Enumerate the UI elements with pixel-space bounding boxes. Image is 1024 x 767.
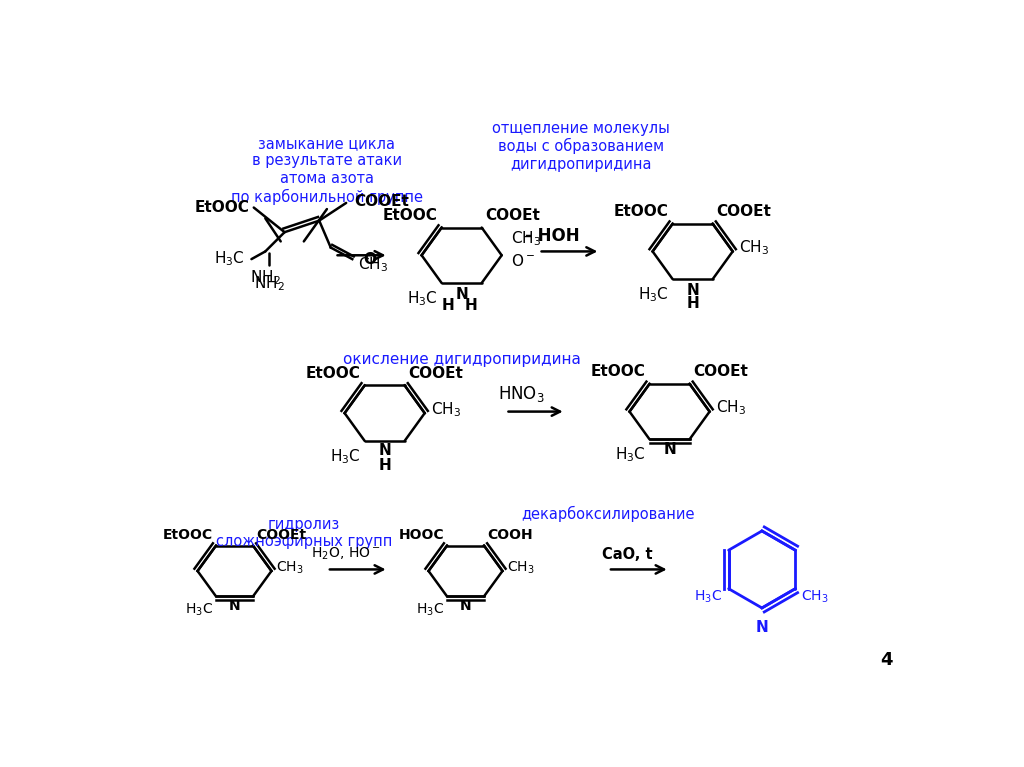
Text: N: N — [664, 442, 676, 456]
Text: 4: 4 — [881, 650, 893, 669]
Text: $\mathsf{H_3C}$: $\mathsf{H_3C}$ — [615, 446, 646, 464]
Text: $\mathsf{CH_3}$: $\mathsf{CH_3}$ — [507, 560, 535, 576]
Text: $\mathsf{CH_3}$: $\mathsf{CH_3}$ — [802, 588, 829, 604]
Text: $\mathsf{H_3C}$: $\mathsf{H_3C}$ — [416, 602, 444, 618]
Text: $\mathsf{H_3C}$: $\mathsf{H_3C}$ — [185, 602, 213, 618]
Text: $\mathsf{NH_2}$: $\mathsf{NH_2}$ — [250, 268, 281, 287]
Text: EtOOC: EtOOC — [306, 366, 360, 380]
Text: $\mathsf{H_3C}$: $\mathsf{H_3C}$ — [638, 285, 669, 304]
Text: окисление дигидропиридина: окисление дигидропиридина — [343, 352, 581, 367]
Text: N: N — [378, 443, 391, 458]
Text: $\mathsf{CH_3}$: $\mathsf{CH_3}$ — [357, 255, 388, 274]
Text: N: N — [228, 599, 241, 613]
Text: N: N — [686, 283, 699, 298]
Text: COOEt: COOEt — [717, 204, 771, 219]
Text: COOEt: COOEt — [485, 208, 541, 222]
Text: отщепление молекулы
воды с образованием
дигидропиридина: отщепление молекулы воды с образованием … — [493, 120, 670, 172]
Text: $\mathsf{NH_2}$: $\mathsf{NH_2}$ — [254, 275, 285, 293]
Text: EtOOC: EtOOC — [383, 208, 438, 222]
Text: - HOH: - HOH — [525, 227, 580, 245]
Text: H: H — [441, 298, 455, 314]
Text: $\mathsf{H_3C}$: $\mathsf{H_3C}$ — [330, 447, 360, 466]
Text: $\mathsf{CH_3}$: $\mathsf{CH_3}$ — [431, 400, 461, 419]
Text: $\mathsf{H_2O,\/ HO^-}$: $\mathsf{H_2O,\/ HO^-}$ — [311, 546, 381, 562]
Text: N: N — [456, 287, 468, 302]
Text: H: H — [378, 458, 391, 472]
Text: декарбоксилирование: декарбоксилирование — [521, 505, 694, 522]
Text: $\mathsf{O}^-$: $\mathsf{O}^-$ — [511, 253, 535, 269]
Text: $\mathsf{H_3C}$: $\mathsf{H_3C}$ — [214, 250, 245, 268]
Text: $\mathsf{HNO_3}$: $\mathsf{HNO_3}$ — [499, 384, 545, 404]
Text: COOEt: COOEt — [409, 366, 464, 380]
Text: $\mathsf{H_3C}$: $\mathsf{H_3C}$ — [694, 588, 723, 604]
Text: $\mathsf{CH_3}$: $\mathsf{CH_3}$ — [739, 239, 769, 257]
Text: H: H — [465, 298, 477, 314]
Text: EtOOC: EtOOC — [195, 200, 250, 215]
Text: N: N — [460, 599, 471, 613]
Text: CaO, t: CaO, t — [602, 547, 652, 561]
Text: COOEt: COOEt — [354, 194, 409, 209]
Text: $\mathsf{CH_3}$: $\mathsf{CH_3}$ — [716, 398, 745, 417]
Text: HOOC: HOOC — [398, 528, 444, 542]
Text: EtOOC: EtOOC — [163, 528, 213, 542]
Text: $\mathsf{CH_3}$: $\mathsf{CH_3}$ — [276, 560, 304, 576]
Text: COOEt: COOEt — [693, 364, 749, 379]
Text: H: H — [686, 296, 699, 311]
Text: COOEt: COOEt — [256, 528, 306, 542]
Text: $\mathsf{H_3C}$: $\mathsf{H_3C}$ — [408, 289, 438, 308]
Text: COOH: COOH — [487, 528, 532, 542]
Text: гидролиз
сложноэфирных групп: гидролиз сложноэфирных групп — [216, 517, 392, 549]
Text: O: O — [364, 252, 376, 267]
Text: замыкание цикла
в результате атаки
атома азота
по карбонильной группе: замыкание цикла в результате атаки атома… — [230, 136, 423, 205]
Text: $\mathsf{CH_3}$: $\mathsf{CH_3}$ — [511, 229, 541, 248]
Text: N: N — [756, 621, 768, 635]
Text: EtOOC: EtOOC — [614, 204, 669, 219]
Text: EtOOC: EtOOC — [591, 364, 646, 379]
